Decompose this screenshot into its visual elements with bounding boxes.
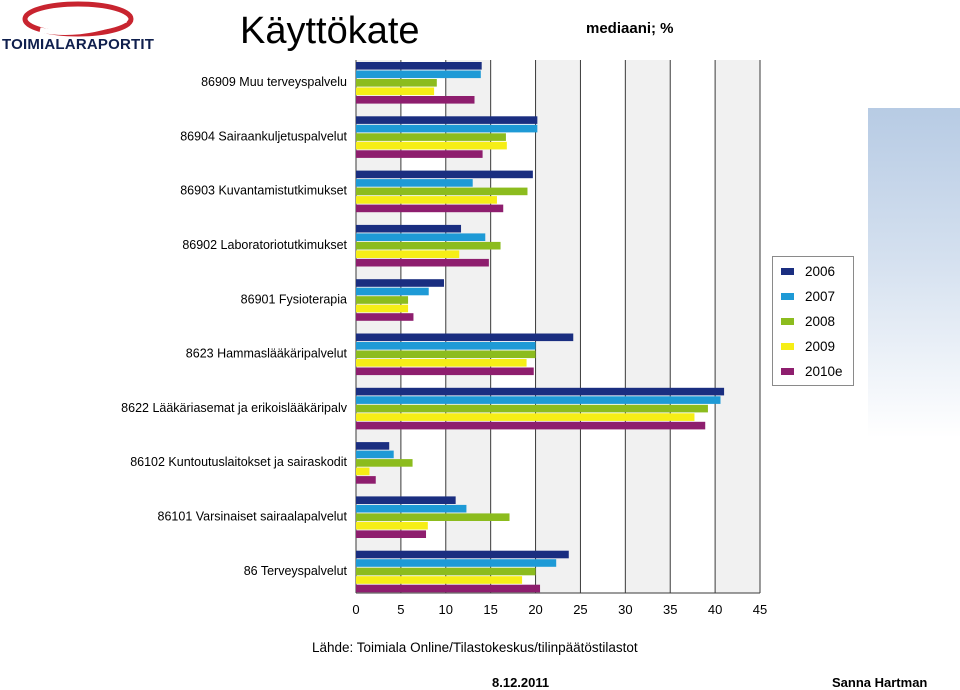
- bar-2009-4: [356, 304, 409, 313]
- legend-item-2009: 2009: [781, 336, 835, 356]
- bar-2009-0: [356, 87, 435, 96]
- legend-item-2008: 2008: [781, 311, 835, 331]
- bar-2009-3: [356, 250, 460, 258]
- bar-2008-4: [356, 296, 409, 304]
- bar-2010e-6: [356, 421, 706, 430]
- category-label: 8623 Hammaslääkäripalvelut: [186, 347, 348, 361]
- chart-legend: 2006 2007 2008 2009 2010e: [772, 256, 854, 386]
- bar-2007-3: [356, 233, 486, 241]
- bar-2009-2: [356, 196, 497, 204]
- bar-2007-0: [356, 70, 481, 79]
- bar-2010e-3: [356, 258, 489, 267]
- category-label: 86902 Laboratoriotutkimukset: [182, 238, 347, 252]
- legend-swatch-2009: [781, 342, 794, 350]
- bar-2007-6: [356, 396, 721, 404]
- bar-2009-7: [356, 467, 370, 476]
- bar-2010e-8: [356, 530, 427, 538]
- bar-chart: 0 5 10 15 20 25 30 35 40 45 86909 Muu terveyspalve…: [121, 60, 767, 617]
- bar-2009-1: [356, 141, 507, 150]
- bar-2006-1: [356, 116, 538, 124]
- bar-2008-6: [356, 404, 708, 413]
- x-tick-label: 15: [483, 602, 497, 617]
- x-tick-label: 45: [753, 602, 767, 617]
- plot-band: [625, 60, 671, 593]
- bar-2006-6: [356, 387, 725, 396]
- bar-2008-0: [356, 79, 437, 87]
- page-title: Käyttökate: [240, 10, 420, 52]
- bar-2006-9: [356, 550, 569, 559]
- legend-label-2006: 2006: [805, 263, 836, 279]
- bar-2008-1: [356, 133, 506, 141]
- x-tick-label: 10: [439, 602, 453, 617]
- plot-band: [715, 60, 760, 593]
- bar-2006-5: [356, 333, 574, 342]
- category-label: 86909 Muu terveyspalvelu: [201, 75, 347, 89]
- legend-item-2006: 2006: [781, 261, 835, 281]
- bar-2006-7: [356, 442, 390, 450]
- decorative-gradient-bar: [868, 108, 960, 438]
- legend-swatch-2007: [781, 292, 794, 300]
- logo-text: TOIMIALARAPORTIT: [2, 36, 155, 53]
- plot-band: [535, 60, 581, 593]
- legend-label-2008: 2008: [805, 313, 836, 329]
- bar-2008-5: [356, 350, 536, 359]
- bar-2010e-0: [356, 96, 475, 104]
- category-label: 86901 Fysioterapia: [241, 292, 347, 306]
- bar-2007-7: [356, 450, 394, 459]
- x-tick-label: 0: [352, 602, 359, 617]
- bar-2006-4: [356, 279, 444, 287]
- logo: TOIMIALARAPORTIT: [0, 0, 160, 56]
- footer-date: 8.12.2011: [492, 675, 550, 690]
- x-tick-label: 5: [397, 602, 404, 617]
- x-tick-label: 40: [708, 602, 722, 617]
- bar-2008-9: [356, 567, 536, 576]
- bar-2007-1: [356, 124, 538, 133]
- legend-item-2010e: 2010e: [781, 361, 843, 381]
- legend-label-2009: 2009: [805, 338, 836, 354]
- category-label: 8622 Lääkäriasemat ja erikoislääkäripalv: [121, 401, 348, 415]
- legend-item-2007: 2007: [781, 286, 835, 306]
- legend-swatch-2008: [781, 317, 794, 325]
- bar-2007-4: [356, 287, 429, 296]
- bar-2010e-5: [356, 367, 534, 376]
- logo-swoosh-icon: [22, 1, 134, 37]
- bar-2008-8: [356, 513, 510, 521]
- bar-2007-8: [356, 504, 467, 513]
- bar-2008-7: [356, 459, 413, 467]
- bar-2007-9: [356, 559, 557, 567]
- source-note: Lähde: Toimiala Online/Tilastokeskus/til…: [312, 640, 638, 655]
- chart-subtitle: mediaani; %: [586, 20, 674, 37]
- bar-2010e-1: [356, 150, 483, 158]
- footer-author: Sanna Hartman: [832, 675, 928, 690]
- bar-2006-0: [356, 62, 482, 70]
- bar-2007-2: [356, 179, 473, 187]
- x-tick-label: 25: [573, 602, 587, 617]
- legend-label-2007: 2007: [805, 288, 836, 304]
- bar-2007-5: [356, 342, 536, 350]
- category-label: 86904 Sairaankuljetuspalvelut: [180, 129, 347, 143]
- category-label: 86903 Kuvantamistutkimukset: [180, 184, 347, 198]
- category-label: 86 Terveyspalvelut: [244, 564, 348, 578]
- legend-swatch-2006: [781, 267, 794, 275]
- legend-label-2010e: 2010e: [805, 363, 843, 379]
- bar-2010e-7: [356, 476, 376, 484]
- bar-2010e-9: [356, 584, 541, 593]
- bar-2010e-4: [356, 313, 414, 321]
- bar-2010e-2: [356, 204, 504, 213]
- bar-2009-9: [356, 576, 523, 584]
- legend-swatch-2010e: [781, 367, 794, 375]
- bar-2008-2: [356, 187, 528, 196]
- bar-2008-3: [356, 241, 501, 250]
- bar-2006-2: [356, 170, 533, 179]
- bar-2009-8: [356, 521, 428, 530]
- bar-2006-3: [356, 224, 462, 233]
- bar-2006-8: [356, 496, 456, 504]
- x-tick-label: 30: [618, 602, 632, 617]
- bar-2009-6: [356, 413, 695, 421]
- x-tick-label: 35: [663, 602, 677, 617]
- bar-2009-5: [356, 359, 527, 367]
- category-label: 86101 Varsinaiset sairaalapalvelut: [158, 510, 348, 524]
- category-label: 86102 Kuntoutuslaitokset ja sairaskodit: [130, 455, 347, 469]
- x-tick-label: 20: [528, 602, 542, 617]
